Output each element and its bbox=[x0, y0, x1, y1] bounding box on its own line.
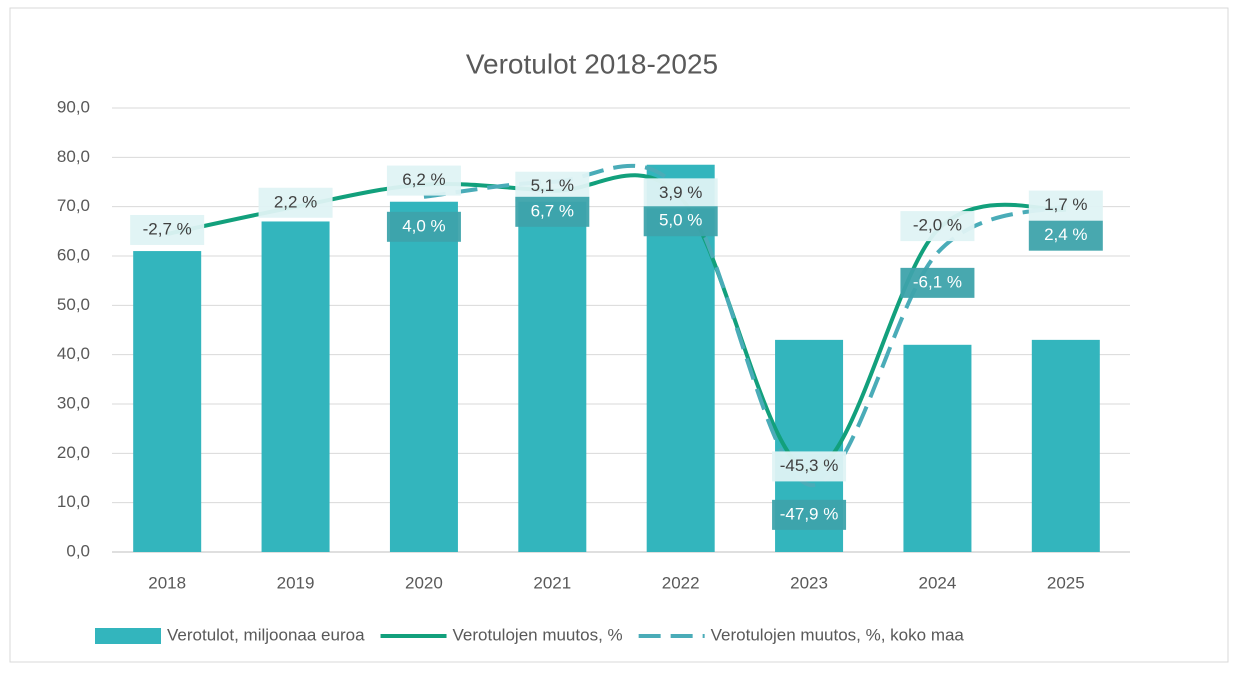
y-tick-label: 30,0 bbox=[57, 393, 90, 412]
data-label: 1,7 % bbox=[1044, 195, 1087, 214]
legend-label: Verotulot, miljoonaa euroa bbox=[167, 625, 365, 644]
y-tick-label: 20,0 bbox=[57, 443, 90, 462]
y-tick-label: 60,0 bbox=[57, 245, 90, 264]
data-label-box bbox=[1028, 190, 1103, 221]
y-tick-label: 10,0 bbox=[57, 492, 90, 511]
data-label: -45,3 % bbox=[780, 456, 839, 475]
data-label: 3,9 % bbox=[659, 183, 702, 202]
data-label-box bbox=[772, 451, 847, 482]
x-tick-label: 2019 bbox=[277, 573, 315, 592]
bar bbox=[389, 201, 458, 552]
data-label: -47,9 % bbox=[780, 504, 839, 523]
legend-label: Verotulojen muutos, %, koko maa bbox=[711, 625, 965, 644]
data-label-box bbox=[386, 211, 461, 242]
bar bbox=[1031, 339, 1100, 552]
data-label: 2,4 % bbox=[1044, 225, 1087, 244]
data-label-box bbox=[515, 196, 590, 227]
bar bbox=[903, 344, 972, 552]
data-label: 4,0 % bbox=[402, 216, 445, 235]
data-label-box bbox=[643, 206, 718, 237]
y-tick-label: 70,0 bbox=[57, 196, 90, 215]
data-label: 5,1 % bbox=[531, 176, 574, 195]
y-tick-label: 0,0 bbox=[66, 541, 90, 560]
x-tick-label: 2018 bbox=[148, 573, 186, 592]
x-tick-label: 2025 bbox=[1047, 573, 1085, 592]
data-label: 2,2 % bbox=[274, 192, 317, 211]
data-label: -2,0 % bbox=[913, 216, 962, 235]
data-label-box bbox=[258, 187, 333, 218]
y-tick-label: 50,0 bbox=[57, 295, 90, 314]
x-tick-label: 2022 bbox=[662, 573, 700, 592]
chart-border bbox=[9, 7, 1229, 663]
y-tick-label: 80,0 bbox=[57, 147, 90, 166]
data-label-box bbox=[1028, 220, 1103, 251]
chart-title: Verotulot 2018-2025 bbox=[466, 48, 718, 79]
data-label-box bbox=[386, 165, 461, 196]
data-label-box bbox=[643, 178, 718, 209]
x-tick-label: 2023 bbox=[790, 573, 828, 592]
data-label: -2,7 % bbox=[143, 219, 192, 238]
legend-label: Verotulojen muutos, % bbox=[453, 625, 623, 644]
legend-swatch bbox=[95, 628, 161, 644]
data-label: 6,2 % bbox=[402, 170, 445, 189]
y-tick-label: 90,0 bbox=[57, 97, 90, 116]
bar bbox=[133, 251, 202, 553]
x-tick-label: 2020 bbox=[405, 573, 443, 592]
data-label-box bbox=[900, 211, 975, 242]
data-label: 5,0 % bbox=[659, 211, 702, 230]
data-label-box bbox=[900, 267, 975, 298]
data-label-box bbox=[515, 171, 590, 202]
data-label: 6,7 % bbox=[531, 201, 574, 220]
x-tick-label: 2021 bbox=[533, 573, 571, 592]
data-label: -6,1 % bbox=[913, 272, 962, 291]
bar bbox=[518, 196, 587, 553]
y-tick-label: 40,0 bbox=[57, 344, 90, 363]
data-label-box bbox=[772, 499, 847, 530]
bar bbox=[261, 221, 330, 552]
data-label-box bbox=[130, 214, 205, 245]
x-tick-label: 2024 bbox=[919, 573, 957, 592]
